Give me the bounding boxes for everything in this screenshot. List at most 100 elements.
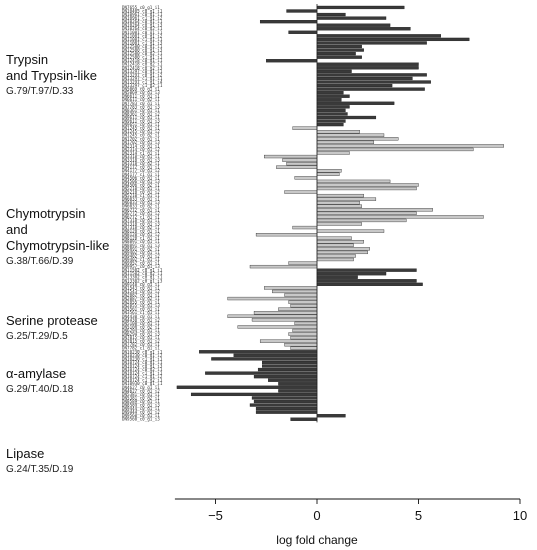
bar bbox=[268, 378, 318, 382]
bar bbox=[253, 375, 318, 379]
row-label: DN2314_c1_g1_i1 bbox=[122, 150, 160, 155]
row-label: DN10961_c0_g1_i1 bbox=[122, 12, 163, 17]
x-tick-label: −5 bbox=[208, 508, 223, 523]
row-label: DN4177_c0_g1_i1 bbox=[122, 165, 160, 170]
bar bbox=[316, 247, 370, 251]
bar bbox=[316, 147, 474, 152]
row-label: DN6294_c0_g1_i3 bbox=[122, 332, 160, 337]
row-label: DN12580_c0_g2_i1 bbox=[122, 51, 163, 56]
row-label: DN6033_c0_g1_i3 bbox=[122, 200, 160, 205]
bar bbox=[316, 268, 417, 272]
bar bbox=[262, 364, 318, 368]
bar bbox=[316, 66, 419, 70]
bar bbox=[316, 27, 411, 31]
row-label: DN10264_c0_g2_i1 bbox=[122, 26, 163, 31]
row-label: DN7783_c0_g1_i1 bbox=[122, 101, 160, 106]
row-label: DN9402_c0_g1_i2 bbox=[122, 253, 160, 258]
bar bbox=[255, 233, 318, 237]
bar bbox=[190, 392, 318, 397]
bar bbox=[316, 91, 344, 95]
row-label: DN13297_c1_g1_i4 bbox=[122, 79, 163, 84]
row-label: DN5210_c0_g1_i1 bbox=[122, 186, 160, 191]
row-label: DN2855_c0_g1_i3 bbox=[122, 303, 160, 308]
bar bbox=[316, 254, 356, 258]
bar bbox=[316, 5, 405, 10]
bar bbox=[237, 325, 318, 329]
row-label: DN8120_c0_g1_i2 bbox=[122, 232, 160, 237]
row-label: DN10724_c1_g1_i2 bbox=[122, 374, 163, 379]
bar bbox=[262, 360, 318, 365]
bar bbox=[316, 222, 362, 226]
bar bbox=[284, 293, 318, 297]
bar bbox=[278, 382, 318, 386]
row-label: DN9402_c0_g1_i1 bbox=[122, 250, 160, 255]
row-label: DN7655_c0_g1_i1 bbox=[122, 5, 160, 10]
bar bbox=[316, 275, 358, 279]
bar bbox=[316, 12, 346, 17]
row-label: DN7318_c0_g2_i1 bbox=[122, 225, 160, 230]
bar bbox=[316, 119, 346, 123]
row-label: DN7015_c0_g1_i1 bbox=[122, 335, 160, 340]
bar bbox=[316, 197, 377, 201]
row-label: DN7015_c0_g1_i2 bbox=[122, 339, 160, 344]
row-label: DN12580_c1_g1_i1 bbox=[122, 55, 163, 60]
bar bbox=[316, 69, 352, 73]
bar bbox=[288, 332, 318, 336]
row-label: DN6033_c0_g2_i1 bbox=[122, 204, 160, 209]
row-label: DN6033_c0_g1_i1 bbox=[122, 197, 160, 202]
bar bbox=[316, 250, 368, 255]
row-label: DN10230_c0_g1_i1 bbox=[122, 349, 163, 354]
row-label: DN1245_c0_g2_i1 bbox=[122, 133, 160, 138]
bar bbox=[211, 357, 318, 361]
row-label: DN6772_c0_g1_i1 bbox=[122, 207, 160, 212]
bar bbox=[288, 261, 318, 265]
x-tick-label: 0 bbox=[313, 508, 320, 523]
row-label: DN10724_c0_g1_i1 bbox=[122, 360, 163, 365]
bar bbox=[316, 215, 484, 219]
row-label: DN10405_c0_g1_i1 bbox=[122, 8, 163, 13]
bar bbox=[251, 318, 318, 322]
row-label: DN5108_c0_g1_i1 bbox=[122, 321, 160, 326]
bar bbox=[316, 23, 391, 27]
row-label: DN3561_c1_g1_i1 bbox=[122, 310, 160, 315]
bar bbox=[316, 151, 350, 155]
bar bbox=[316, 37, 470, 42]
row-label: DN7782_c1_g1_i1 bbox=[122, 346, 160, 351]
row-label: DN1245_c0_g1_i1 bbox=[122, 126, 160, 131]
row-label: DN9148_c0_g1_i1 bbox=[122, 282, 160, 287]
row-label: DN8120_c1_g1_i1 bbox=[122, 236, 160, 241]
row-label: DN6772_c0_g1_i2 bbox=[122, 211, 160, 216]
row-label: DN13302_c0_g1_i1 bbox=[122, 275, 163, 280]
row-label: DN8589_c0_g1_i1 bbox=[122, 399, 160, 404]
row-label: DN4430_c0_g1_i2 bbox=[122, 317, 160, 322]
row-label: DN13297_c0_g1_i2 bbox=[122, 72, 163, 77]
bar bbox=[316, 414, 346, 418]
row-label: DN10724_c0_g2_i1 bbox=[122, 367, 163, 372]
row-label: DN11502_c0_g2_i1 bbox=[122, 271, 163, 276]
group-stats: G.29/T.40/D.18 bbox=[6, 384, 74, 395]
row-label: DN1543_c0_g1_i2 bbox=[122, 289, 160, 294]
bar bbox=[316, 55, 362, 59]
bar bbox=[316, 218, 407, 223]
bar bbox=[294, 176, 318, 180]
row-label: DN3561_c0_g1_i1 bbox=[122, 307, 160, 312]
row-label: DN4627_c0_g1_i2 bbox=[122, 388, 160, 393]
row-label: DN9560_c0_g1_i3 bbox=[122, 417, 160, 422]
x-axis-title: log fold change bbox=[276, 533, 358, 547]
bar bbox=[316, 257, 354, 262]
row-label: DN10724_c1_g1_i1 bbox=[122, 371, 163, 376]
row-label: DN13297_c0_g1_i1 bbox=[122, 69, 163, 74]
group-stats: G.38/T.66/D.39 bbox=[6, 256, 74, 267]
bar bbox=[316, 130, 360, 134]
row-label: DN5381_c0_g1_i1 bbox=[122, 392, 160, 397]
row-label: DN10264_c0_g1_i3 bbox=[122, 23, 163, 28]
bar bbox=[284, 343, 318, 347]
bar bbox=[316, 16, 387, 20]
bar bbox=[316, 201, 360, 205]
bar bbox=[292, 126, 318, 130]
row-label: DN6294_c0_g1_i1 bbox=[122, 328, 160, 333]
bar bbox=[272, 289, 318, 294]
row-label: DN13297_c1_g1_i1 bbox=[122, 76, 163, 81]
row-label: DN4627_c0_g1_i1 bbox=[122, 385, 160, 390]
group-name: α-amylase bbox=[6, 366, 67, 381]
